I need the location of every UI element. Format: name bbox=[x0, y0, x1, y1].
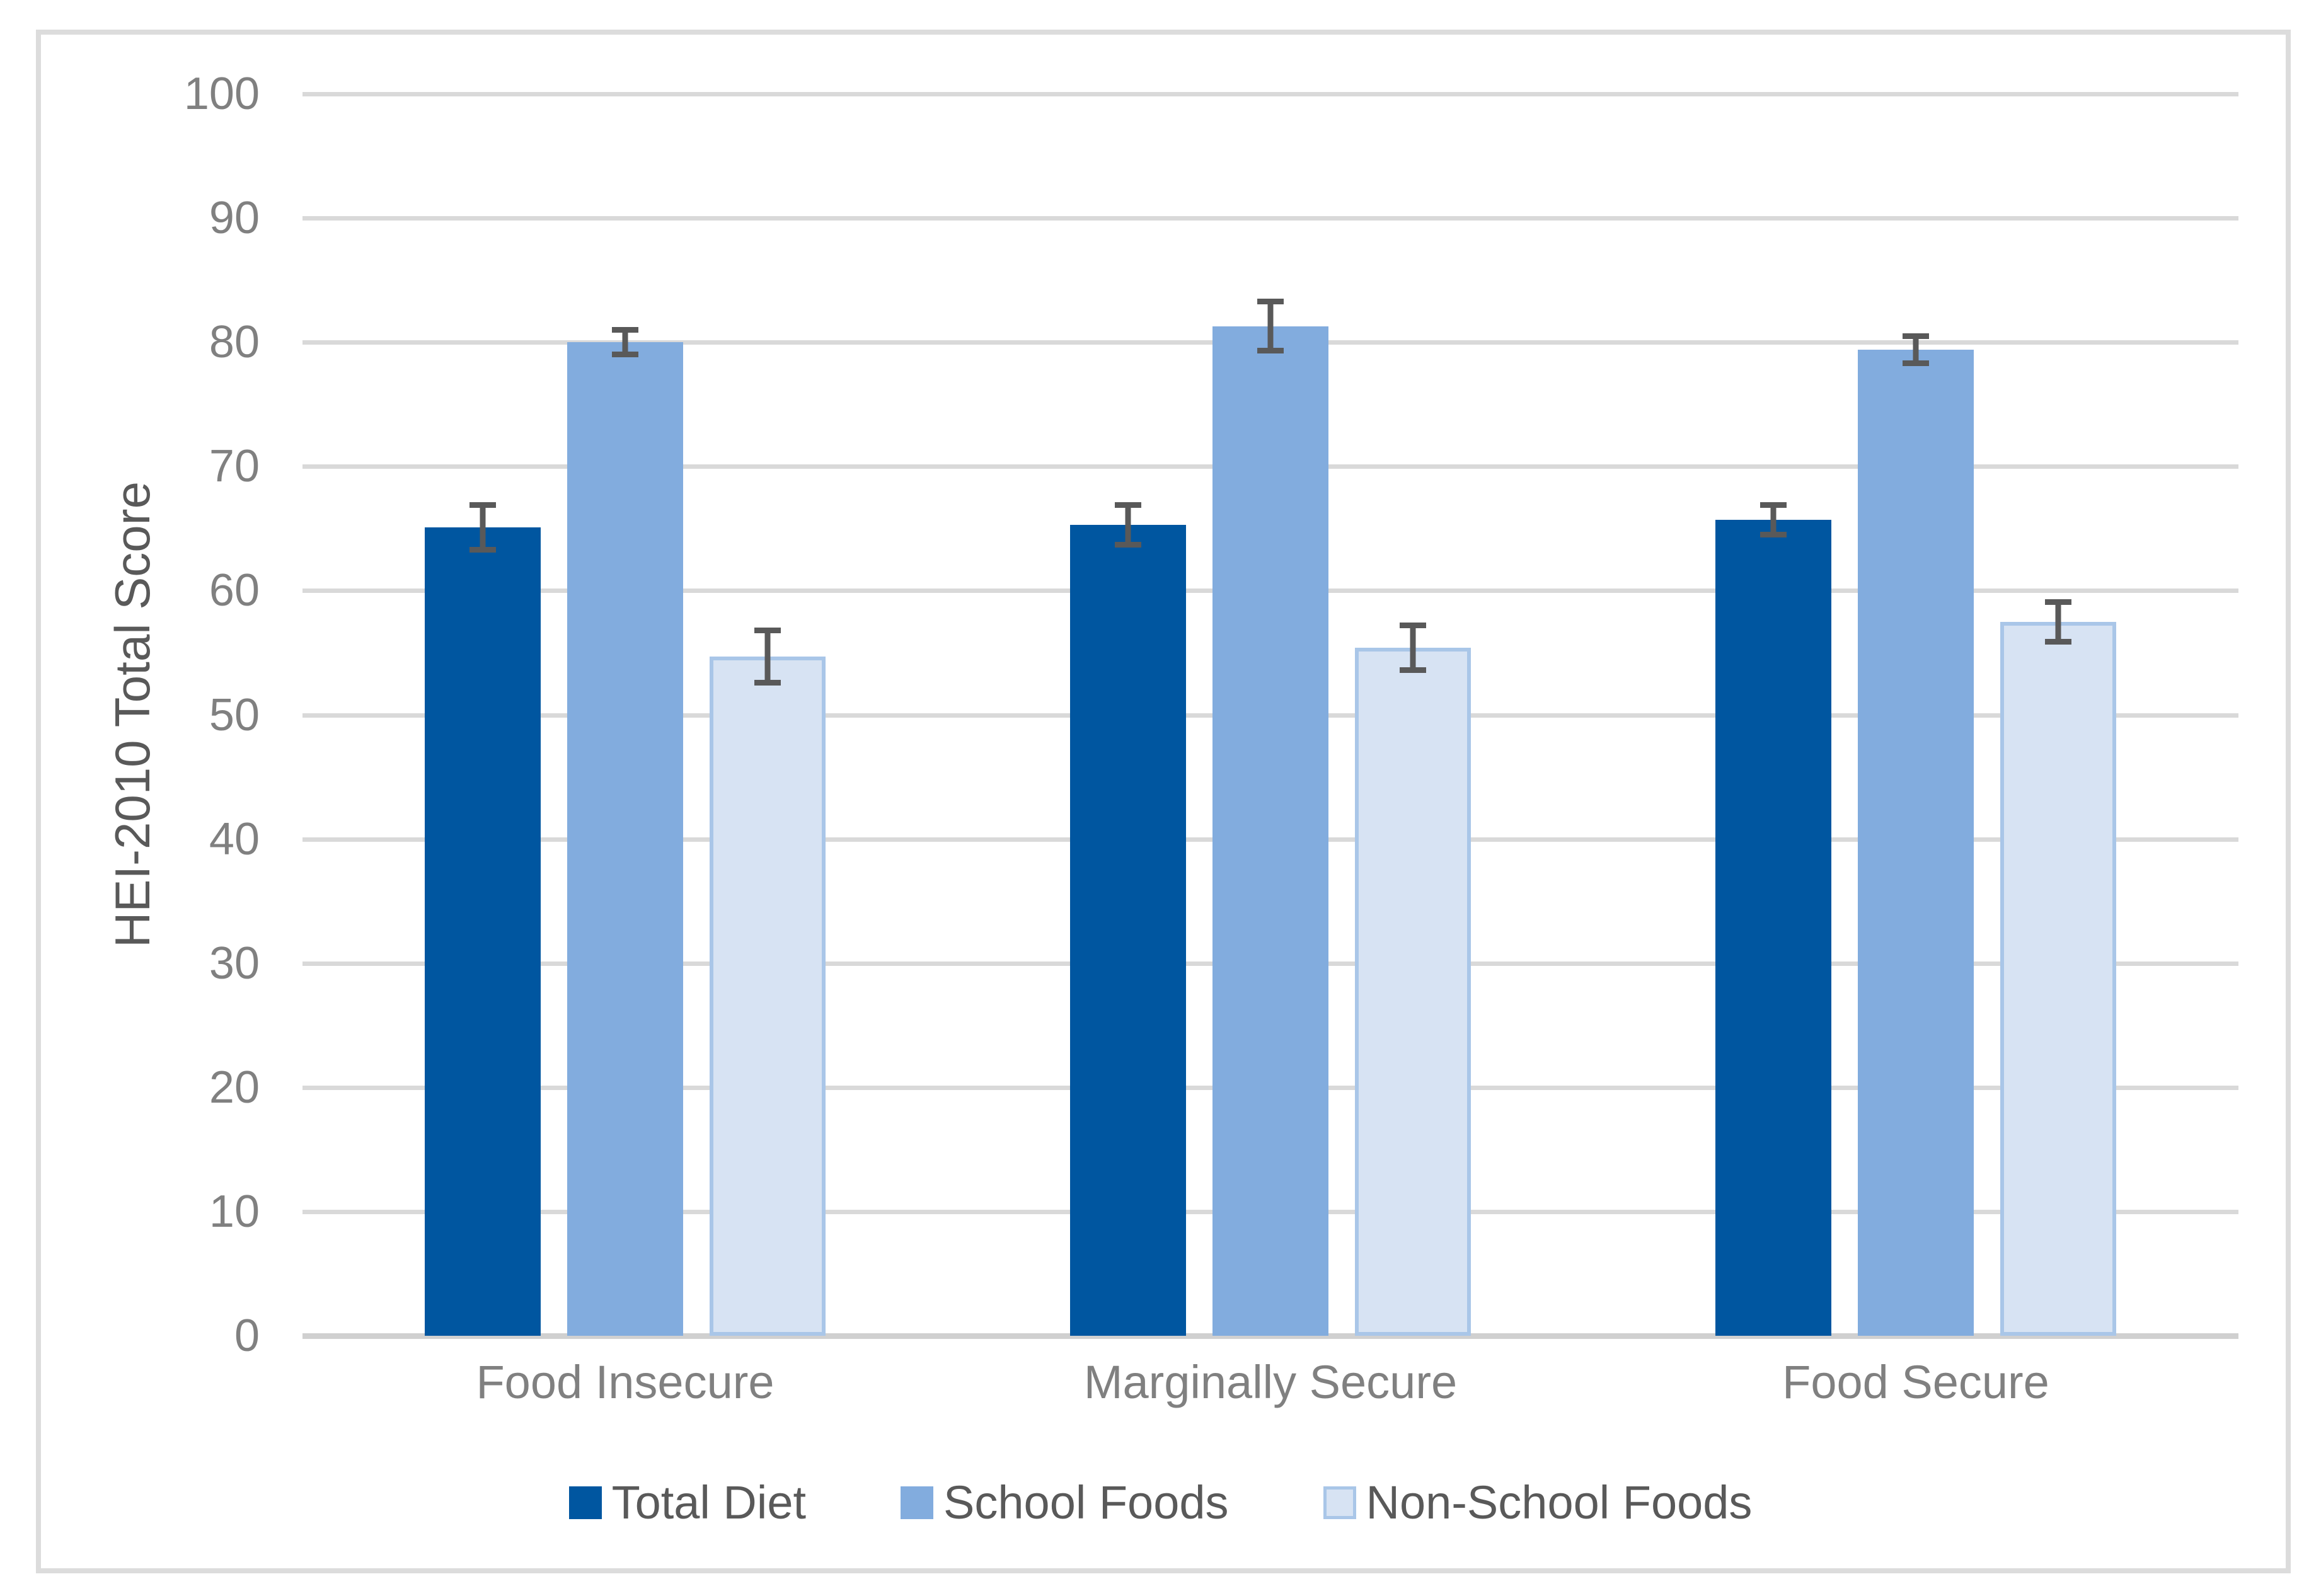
bar-group-0 bbox=[302, 94, 948, 1336]
y-tick-label-0: 0 bbox=[234, 1311, 260, 1361]
legend-swatch-icon bbox=[901, 1486, 934, 1519]
error-bar-cap-top bbox=[1115, 502, 1141, 508]
bar-total-diet-1[interactable] bbox=[1070, 524, 1186, 1336]
error-bar-cap-top bbox=[469, 502, 496, 508]
bar-school-foods-1[interactable] bbox=[1212, 326, 1328, 1336]
error-bar-cap-top bbox=[1400, 623, 1426, 629]
error-bar-line bbox=[1267, 301, 1274, 351]
barwrap-total-diet-0 bbox=[425, 502, 541, 1336]
legend-swatch-icon bbox=[568, 1486, 602, 1519]
bar-non-school-foods-0[interactable] bbox=[710, 656, 826, 1336]
legend-item-school-foods[interactable]: School Foods bbox=[901, 1479, 1229, 1526]
bar-non-school-foods-1[interactable] bbox=[1355, 648, 1471, 1336]
error-bar-cap-bottom bbox=[2045, 638, 2071, 645]
y-tick-label-10: 10 bbox=[209, 1186, 260, 1237]
bar-total-diet-2[interactable] bbox=[1715, 520, 1831, 1336]
y-tick-label-30: 30 bbox=[209, 938, 260, 989]
error-bar-line bbox=[1913, 336, 1919, 364]
error-bar-cap-bottom bbox=[612, 352, 638, 358]
legend-swatch-icon bbox=[1323, 1486, 1356, 1519]
barwrap-school-foods-1 bbox=[1212, 298, 1328, 1336]
bar-school-foods-0[interactable] bbox=[567, 342, 683, 1336]
category-label-0: Food Insecure bbox=[476, 1356, 775, 1408]
legend-label: Total Diet bbox=[611, 1476, 807, 1529]
error-bar-line bbox=[1125, 505, 1131, 545]
error-bar-line bbox=[764, 630, 771, 683]
error-bar-cap-top bbox=[2045, 599, 2071, 605]
y-tick-label-40: 40 bbox=[209, 813, 260, 864]
bar-total-diet-0[interactable] bbox=[425, 527, 541, 1336]
y-tick-label-90: 90 bbox=[209, 193, 260, 244]
error-bar-cap-top bbox=[1257, 298, 1284, 304]
category-label-2: Food Secure bbox=[1782, 1356, 2049, 1408]
plot-area bbox=[302, 94, 2238, 1336]
error-bar-line bbox=[622, 330, 628, 355]
error-bar-cap-bottom bbox=[1115, 541, 1141, 548]
legend: Total Diet School Foods Non-School Foods bbox=[0, 1479, 2321, 1526]
barwrap-non-school-foods-1 bbox=[1355, 623, 1471, 1336]
error-bar-line bbox=[1410, 625, 1416, 670]
legend-item-total-diet[interactable]: Total Diet bbox=[568, 1476, 807, 1529]
x-axis-category-labels: Food Insecure Marginally Secure Food Secur… bbox=[302, 1355, 2238, 1411]
gridline-100 bbox=[302, 92, 2238, 96]
barwrap-total-diet-2 bbox=[1715, 502, 1831, 1336]
error-bar-cap-top bbox=[1903, 333, 1929, 339]
legend-label: Non-School Foods bbox=[1366, 1476, 1753, 1529]
error-bar-line bbox=[1770, 505, 1777, 535]
error-bar-cap-top bbox=[1760, 502, 1787, 508]
barwrap-non-school-foods-2 bbox=[2000, 599, 2116, 1336]
y-tick-label-50: 50 bbox=[209, 689, 260, 740]
error-bar-cap-bottom bbox=[1760, 532, 1787, 538]
barwrap-total-diet-1 bbox=[1070, 502, 1186, 1336]
bar-school-foods-2[interactable] bbox=[1858, 350, 1974, 1336]
gridline-90 bbox=[302, 216, 2238, 221]
error-bar-cap-bottom bbox=[754, 679, 781, 686]
error-bar-line bbox=[2055, 602, 2061, 642]
error-bar-cap-top bbox=[612, 327, 638, 333]
y-tick-label-100: 100 bbox=[183, 69, 260, 119]
error-bar-line bbox=[480, 505, 486, 550]
error-bar-cap-bottom bbox=[1400, 667, 1426, 674]
error-bar-cap-bottom bbox=[1903, 360, 1929, 367]
legend-label: School Foods bbox=[943, 1476, 1229, 1529]
error-bar-cap-bottom bbox=[1257, 348, 1284, 354]
y-tick-label-70: 70 bbox=[209, 441, 260, 492]
barwrap-non-school-foods-0 bbox=[710, 627, 826, 1336]
x-axis-line bbox=[302, 1333, 2238, 1339]
bar-group-2 bbox=[1593, 94, 2238, 1336]
y-tick-label-20: 20 bbox=[209, 1062, 260, 1113]
category-label-1: Marginally Secure bbox=[1083, 1356, 1458, 1408]
legend-item-non-school-foods[interactable]: Non-School Foods bbox=[1323, 1476, 1753, 1529]
y-tick-label-80: 80 bbox=[209, 317, 260, 368]
barwrap-school-foods-0 bbox=[567, 327, 683, 1336]
y-axis-title: HEI-2010 Total Score bbox=[105, 481, 160, 948]
error-bar-cap-bottom bbox=[469, 546, 496, 553]
bar-group-1 bbox=[948, 94, 1593, 1336]
barwrap-school-foods-2 bbox=[1858, 333, 1974, 1336]
y-tick-label-60: 60 bbox=[209, 565, 260, 616]
error-bar-cap-top bbox=[754, 627, 781, 633]
bar-non-school-foods-2[interactable] bbox=[2000, 621, 2116, 1336]
